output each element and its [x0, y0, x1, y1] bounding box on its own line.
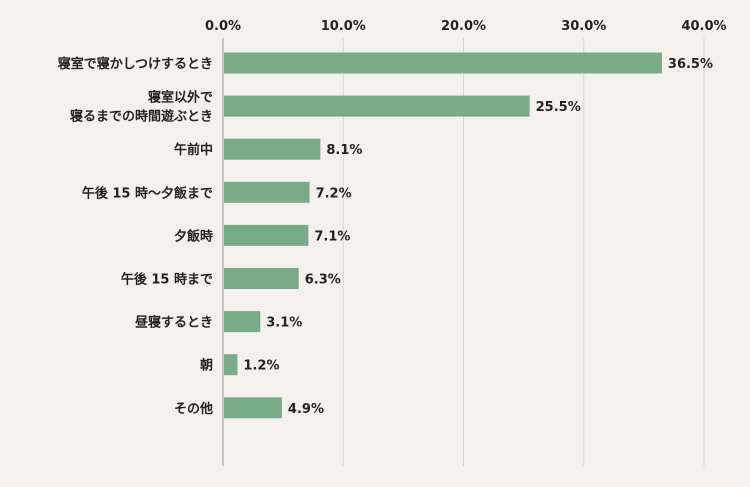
- value-labels: 36.5% 25.5% 8.1% 7.2% 7.1% 6.3% 3.1% 1.2% 4.9%: [243, 57, 713, 417]
- bar: [224, 397, 282, 419]
- bar: [224, 268, 299, 289]
- data-label: 1.2%: [243, 359, 279, 374]
- bar: [224, 311, 261, 333]
- bar: [224, 224, 309, 246]
- x-tick-label: 20.0%: [441, 19, 486, 34]
- data-label: 36.5%: [668, 57, 713, 72]
- data-label: 25.5%: [536, 100, 581, 115]
- category-label: 朝: [200, 358, 213, 374]
- bar: [224, 95, 530, 117]
- x-tick-labels: 0.0% 10.0% 20.0% 30.0% 40.0%: [205, 19, 727, 34]
- category-label: 午後 15 時～夕飯まで: [82, 185, 213, 201]
- category-label: 昼寝するとき: [135, 315, 213, 331]
- x-tick-label: 40.0%: [681, 19, 726, 34]
- bar: [224, 52, 662, 74]
- data-label: 7.1%: [314, 229, 350, 244]
- data-label: 6.3%: [305, 273, 341, 288]
- bar: [224, 138, 321, 160]
- data-label: 7.2%: [316, 186, 352, 201]
- bar: [224, 181, 310, 203]
- category-label: その他: [174, 401, 213, 417]
- category-label: 寝室以外で: [148, 90, 213, 106]
- bar: [224, 354, 238, 376]
- category-label: 寝るまでの時間遊ぶとき: [70, 109, 213, 125]
- x-tick-label: 30.0%: [561, 19, 606, 34]
- category-label: 夕飯時: [174, 228, 213, 244]
- category-label: 午前中: [174, 142, 213, 158]
- x-tick-label: 0.0%: [205, 19, 241, 34]
- data-label: 8.1%: [326, 143, 362, 158]
- category-label: 午後 15 時まで: [121, 272, 213, 288]
- category-label: 寝室で寝かしつけするとき: [58, 56, 213, 72]
- bars: [224, 52, 662, 419]
- data-label: 4.9%: [288, 402, 324, 417]
- x-tick-label: 10.0%: [321, 19, 366, 34]
- data-label: 3.1%: [266, 316, 302, 331]
